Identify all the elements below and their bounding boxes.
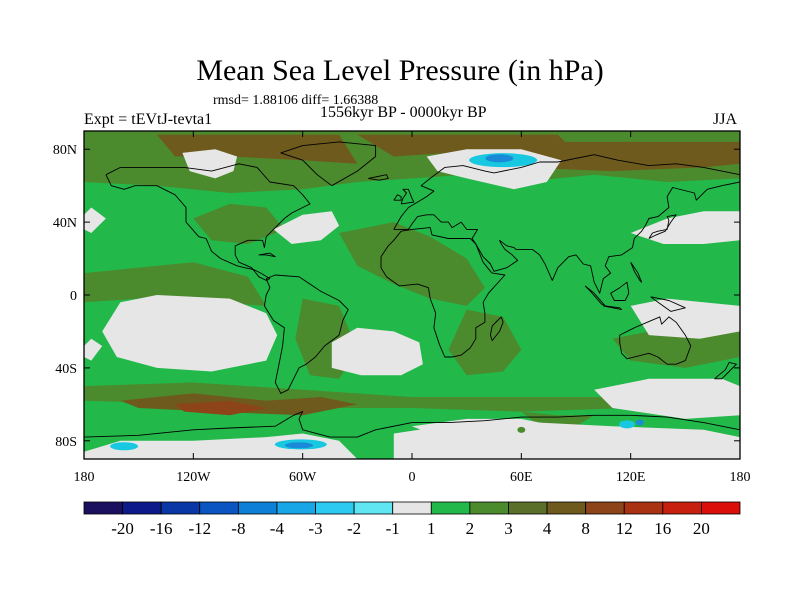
y-tick-label: 80S [55,435,77,450]
region-neutral-8 [84,338,103,361]
season-label: JJA [713,111,738,128]
colorbar-swatch [508,501,548,515]
region-neutral-4 [630,211,740,244]
colorbar-swatch [353,501,394,515]
pressure-field [84,131,740,459]
region-neutral-11 [594,378,740,419]
colorbar-swatch [430,501,471,515]
coastline-0 [105,163,311,281]
colorbar-label: 4 [542,519,552,538]
colorbar-swatch [237,501,278,515]
region-olive-4 [84,262,267,306]
colorbar-label: -2 [347,519,362,538]
coastline-4 [380,227,506,358]
colorbar-label: 12 [615,519,633,538]
colorbar-swatch [701,501,741,515]
region-rust-11 [175,400,267,416]
colorbar-swatch [623,501,664,515]
anomaly-blue-antarctic [285,442,314,449]
coastline-1 [263,274,349,394]
period-text: 1556kyr BP - 0000kyr BP [320,104,487,121]
y-tick-label: 40S [55,362,77,377]
x-tick-label: 120E [616,470,646,485]
coastline-13 [610,281,630,301]
colorbar-swatch [546,501,587,515]
colorbar-label: -3 [308,519,323,538]
anomaly-cyan-eastantarctic [619,420,636,429]
colorbar-label: 1 [427,519,436,538]
coastline-6 [489,316,504,341]
colorbar-label: 8 [581,519,590,538]
colorbar-swatch [160,501,201,515]
colorbar-label: 16 [654,519,672,538]
x-tick-label: 0 [409,470,416,485]
anomaly-blue-arctic [485,154,514,163]
chart-title: Mean Sea Level Pressure (in hPa) [196,54,604,87]
region-neutral-1 [182,149,238,179]
x-tick-label: 60W [289,470,317,485]
colorbar-swatch [122,501,162,515]
colorbar-label: -12 [188,519,212,538]
region-neutral-6 [331,327,423,376]
colorbar-swatch [585,501,625,515]
region-olive-5 [193,203,285,244]
coastline-18 [84,411,740,438]
coastline-2 [280,141,377,187]
region-olive-7 [448,309,522,376]
x-tick-label: 120W [176,470,211,485]
x-tick-label: 180 [730,470,751,485]
x-tick-label: 60E [510,470,533,485]
region-neutral-2 [273,211,340,244]
colorbar-swatch [469,501,509,515]
coastline-10 [648,214,677,239]
coastlines [84,141,740,438]
stats-text: rmsd= 1.88106 diff= 1.66388 [213,93,379,108]
colorbar-label: 3 [504,519,513,538]
coastline-11 [584,285,606,307]
coastline-17 [258,252,276,258]
colorbar-swatch [662,501,702,515]
colorbar [83,501,741,515]
colorbar-swatch [392,501,432,515]
coastline-16 [630,261,643,283]
colorbar-label: 2 [465,519,475,538]
coastline-8 [393,194,402,201]
colorbar-swatch [83,501,123,515]
y-tick-label: 80N [53,143,77,158]
x-tick-label: 180 [74,470,95,485]
region-neutral-5 [102,295,278,372]
coastline-14 [650,296,686,312]
colorbar-label: -4 [269,519,284,538]
region-neutral-0 [84,207,106,233]
region-olive-6 [339,222,485,306]
colorbar-label: -16 [149,519,173,538]
colorbar-label: -8 [231,519,246,538]
colorbar-swatch [315,501,355,515]
colorbar-swatch [199,501,239,515]
anomaly-olive-spot [517,426,526,433]
coastline-7 [400,188,415,205]
colorbar-label: -20 [111,519,134,538]
coastline-9 [368,174,389,181]
experiment-label: Expt = tEVtJ-tevta1 [84,111,213,128]
coastline-12 [603,305,623,311]
colorbar-label: 20 [692,519,710,538]
axis-ticks: 180 120W 60W 0 60E 120E 180 80N 40N 0 40S 80S [53,131,751,485]
colorbar-label: -1 [385,519,400,538]
coastline-15 [714,361,737,380]
coastline-5 [619,316,692,365]
region-neutral-12 [412,418,558,441]
anomaly-cyan-southpacific [110,442,139,451]
y-tick-label: 0 [70,289,77,304]
anomaly-blue-eastantarctic [635,419,644,426]
region-neutral-9 [84,433,358,459]
y-tick-label: 40N [53,216,77,231]
region-neutral-7 [630,298,740,339]
colorbar-swatch [276,501,316,515]
